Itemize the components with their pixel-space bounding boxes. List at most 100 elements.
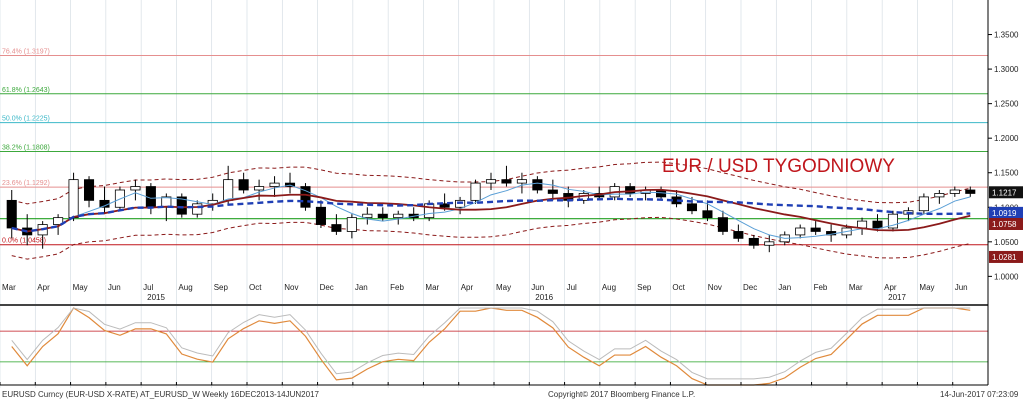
x-month-label: Jan xyxy=(778,283,791,292)
y-tick-label: 1.2500 xyxy=(994,100,1019,109)
x-month-label: Feb xyxy=(814,283,828,292)
lower-band xyxy=(11,216,971,260)
x-month-label: May xyxy=(73,283,88,292)
candle-body xyxy=(516,179,527,184)
candle-body xyxy=(532,179,543,191)
x-month-label: May xyxy=(919,283,934,292)
footer-copyright: Copyright© 2017 Bloomberg Finance L.P. xyxy=(548,390,696,399)
candle-body xyxy=(393,213,404,219)
candle-body xyxy=(965,189,976,194)
price-label-box xyxy=(989,186,1023,199)
candle-body xyxy=(795,227,806,236)
candle-body xyxy=(315,206,326,225)
fib-level-label: 23.6% (1.1292) xyxy=(2,180,50,187)
candle-body xyxy=(934,193,945,198)
candle-body xyxy=(857,220,868,229)
candle-body xyxy=(176,196,187,215)
candle-body xyxy=(362,213,373,219)
y-tick-label: 1.3000 xyxy=(994,65,1019,74)
candle-body xyxy=(424,203,435,219)
price-label-box xyxy=(989,250,1023,263)
fib-level-label: 76.4% (1.3197) xyxy=(2,48,50,55)
candle-body xyxy=(300,186,311,208)
y-tick-label: 1.2000 xyxy=(994,134,1019,143)
y-tick-label: 1.1500 xyxy=(994,169,1019,178)
x-month-label: Jun xyxy=(531,283,544,292)
candle-body xyxy=(377,213,388,219)
x-month-label: May xyxy=(496,283,511,292)
fib-level-label: 50.0% (1.2225) xyxy=(2,116,50,123)
candle-body xyxy=(68,179,79,219)
candle-body xyxy=(547,189,558,194)
y-tick-label: 1.0500 xyxy=(994,238,1019,247)
footer-timestamp: 14-Jun-2017 07:23:09 xyxy=(940,390,1019,399)
price-label: 1.0758 xyxy=(992,220,1017,229)
candle-body xyxy=(192,203,203,215)
x-month-label: Sep xyxy=(214,283,229,292)
x-month-label: Jul xyxy=(567,283,577,292)
y-tick-label: 1.3500 xyxy=(994,31,1019,40)
price-label: 1.0919 xyxy=(992,209,1017,218)
x-month-label: Oct xyxy=(672,283,685,292)
candle-body xyxy=(949,189,960,194)
moving-averages xyxy=(11,182,971,239)
candle-body xyxy=(733,231,744,239)
x-month-label: Jan xyxy=(355,283,368,292)
price-label-box xyxy=(989,206,1023,219)
candle-body xyxy=(130,186,141,191)
x-month-label: Feb xyxy=(390,283,404,292)
fib-level-label: 0.0% (1.0458) xyxy=(2,238,46,245)
x-year-label: 2015 xyxy=(147,293,165,302)
x-month-label: Mar xyxy=(849,283,863,292)
x-month-label: Dec xyxy=(743,283,757,292)
candle-body xyxy=(702,210,713,219)
candle-body xyxy=(686,203,698,212)
candle-body xyxy=(331,224,342,232)
candle-body xyxy=(887,213,899,229)
candle-body xyxy=(346,217,357,232)
x-month-label: Mar xyxy=(425,283,439,292)
x-month-label: Jun xyxy=(108,283,121,292)
x-year-label: 2017 xyxy=(888,293,906,302)
fib-level-label: 38.2% (1.1808) xyxy=(2,144,50,151)
oscillator-signal xyxy=(11,307,971,380)
candle-body xyxy=(717,217,728,232)
fibonacci-levels: 76.4% (1.3197) 61.8% (1.2643) 50.0% (1.222… xyxy=(0,48,988,246)
candle-body xyxy=(254,186,265,191)
candle-body xyxy=(501,179,512,184)
candle-body xyxy=(439,203,450,208)
x-month-label: Jun xyxy=(955,283,968,292)
x-month-label: Apr xyxy=(884,283,897,292)
y-axis: 1.35001.30001.25001.20001.15001.10001.05… xyxy=(987,0,1024,390)
y-tick-label: 1.0000 xyxy=(994,272,1019,281)
price-label: 1.0281 xyxy=(992,253,1017,262)
candle-body xyxy=(918,196,929,212)
price-label-box xyxy=(989,217,1023,230)
candle-body xyxy=(6,199,17,229)
x-month-label: Aug xyxy=(602,283,616,292)
x-month-label: Apr xyxy=(461,283,474,292)
candle-body xyxy=(485,179,497,184)
candle-body xyxy=(238,179,249,191)
x-month-label: Nov xyxy=(284,283,298,292)
x-axis: Mar Apr May Jun Jul Aug Sep Oct Nov Dec Jan Feb Mar A… xyxy=(0,283,988,386)
candle-body xyxy=(53,217,64,225)
price-label: 1.1217 xyxy=(992,188,1017,197)
footer: EURUSD Curncy (EUR-USD X-RATE) AT_EURUSD… xyxy=(0,390,1024,401)
candle-body xyxy=(470,182,481,201)
x-month-label: Nov xyxy=(708,283,722,292)
candle-body xyxy=(764,241,775,246)
candle-body xyxy=(810,227,821,232)
footer-source: EURUSD Curncy (EUR-USD X-RATE) AT_EURUSD… xyxy=(2,390,319,399)
candle-body xyxy=(223,179,234,201)
main-grid xyxy=(0,0,954,388)
candle-body xyxy=(625,186,636,194)
candle-body xyxy=(83,179,95,201)
eurusd-chart: 76.4% (1.3197) 61.8% (1.2643) 50.0% (1.222… xyxy=(0,0,1024,390)
x-month-label: Oct xyxy=(249,283,262,292)
x-month-label: Sep xyxy=(637,283,652,292)
x-month-label: Mar xyxy=(2,283,16,292)
ma-short xyxy=(11,182,971,239)
x-month-label: Apr xyxy=(37,283,50,292)
x-month-label: Aug xyxy=(178,283,192,292)
